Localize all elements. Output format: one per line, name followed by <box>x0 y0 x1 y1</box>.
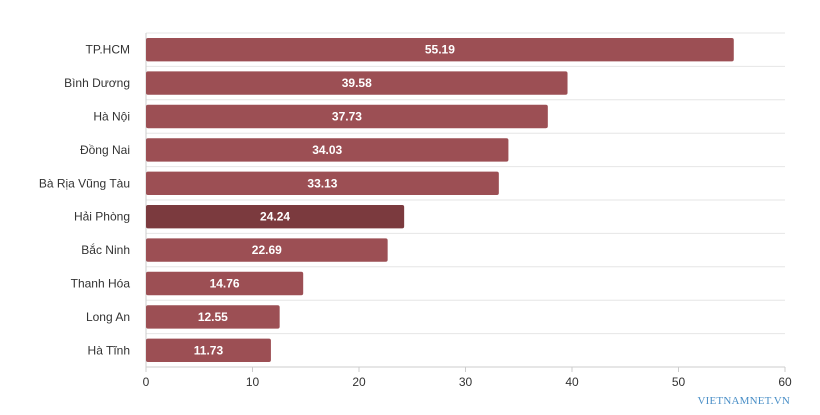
category-label: Hà Tĩnh <box>88 343 130 357</box>
bar-value-label: 14.76 <box>210 277 240 291</box>
category-labels: TP.HCM Bình Dương Hà Nội Đồng Nai Bà Rịa Vũn… <box>39 43 130 358</box>
category-label: Hà Nội <box>93 110 130 124</box>
bar <box>146 338 271 362</box>
bar-value-label: 34.03 <box>312 143 342 157</box>
watermark: VIETNAMNET.VN <box>697 395 790 407</box>
category-label: Hải Phòng <box>74 210 130 224</box>
x-tick-label: 10 <box>246 375 260 389</box>
bar-value-label: 12.55 <box>198 310 228 324</box>
x-tick-label: 50 <box>672 375 686 389</box>
bar-value-label: 22.69 <box>252 243 282 257</box>
bar-value-label: 33.13 <box>307 176 337 190</box>
x-axis: 0 10 20 30 40 50 60 <box>143 366 792 389</box>
category-label: Đồng Nai <box>80 143 130 157</box>
bars: 55.19 39.58 37.73 34.03 33.13 24.24 22.69 14.76… <box>146 38 734 362</box>
category-label: Bắc Ninh <box>81 242 130 257</box>
category-label: Bình Dương <box>64 76 130 90</box>
bar-value-label: 39.58 <box>342 76 372 90</box>
bar <box>146 104 548 129</box>
x-tick-label: 30 <box>459 375 473 389</box>
category-label: Thanh Hóa <box>71 277 131 291</box>
category-label: Long An <box>86 310 130 324</box>
bar <box>146 305 280 329</box>
bar-value-label: 37.73 <box>332 110 362 124</box>
bar <box>146 238 388 262</box>
x-tick-label: 40 <box>565 375 579 389</box>
bar <box>146 205 405 229</box>
x-tick-label: 0 <box>143 375 150 389</box>
bar <box>146 171 499 195</box>
bar <box>146 71 568 95</box>
x-tick-label: 20 <box>352 375 366 389</box>
bar-value-label: 11.73 <box>194 343 224 357</box>
bar <box>146 138 509 162</box>
x-tick-label: 60 <box>778 375 792 389</box>
bar <box>146 38 734 62</box>
category-label: Bà Rịa Vũng Tàu <box>39 176 130 190</box>
bar <box>146 271 304 296</box>
bar-value-label: 55.19 <box>425 43 455 57</box>
bar-value-label: 24.24 <box>260 210 290 224</box>
category-label: TP.HCM <box>86 43 130 57</box>
